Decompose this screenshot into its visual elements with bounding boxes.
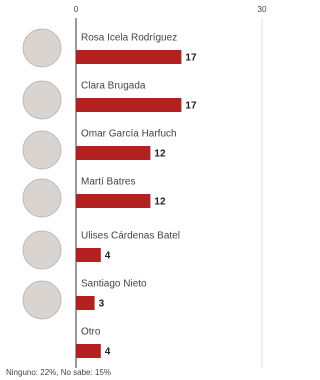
photo [23, 131, 61, 169]
category-label: Ulises Cárdenas Batel [81, 231, 180, 242]
bar [76, 146, 150, 160]
x-tick-label: 30 [258, 5, 267, 14]
photo [23, 179, 61, 217]
x-tick-label: 0 [74, 5, 79, 14]
photo [23, 281, 61, 319]
bar [76, 194, 150, 208]
value-label: 12 [154, 197, 166, 208]
value-label: 4 [105, 251, 111, 262]
bar [76, 344, 101, 358]
bar [76, 50, 181, 64]
photo [23, 81, 61, 119]
value-label: 3 [99, 299, 105, 310]
value-label: 4 [105, 347, 111, 358]
category-label: Clara Brugada [81, 81, 146, 92]
bar [76, 296, 95, 310]
photo [23, 231, 61, 269]
value-label: 17 [185, 101, 197, 112]
chart: Ninguno: 22%, No sabe: 15% 0 30 Rosa Icela… [0, 0, 275, 380]
bar [76, 248, 101, 262]
category-label: Rosa Icela Rodríguez [81, 33, 177, 44]
value-label: 17 [185, 53, 197, 64]
category-label: Santiago Nieto [81, 279, 147, 290]
bar [76, 98, 181, 112]
category-label: Martí Batres [81, 177, 135, 188]
photo [23, 29, 61, 67]
category-label: Otro [81, 327, 101, 338]
category-label: Omar García Harfuch [81, 129, 177, 140]
value-label: 12 [154, 149, 166, 160]
photos [23, 29, 61, 319]
note: Ninguno: 22%, No sabe: 15% [6, 368, 111, 377]
